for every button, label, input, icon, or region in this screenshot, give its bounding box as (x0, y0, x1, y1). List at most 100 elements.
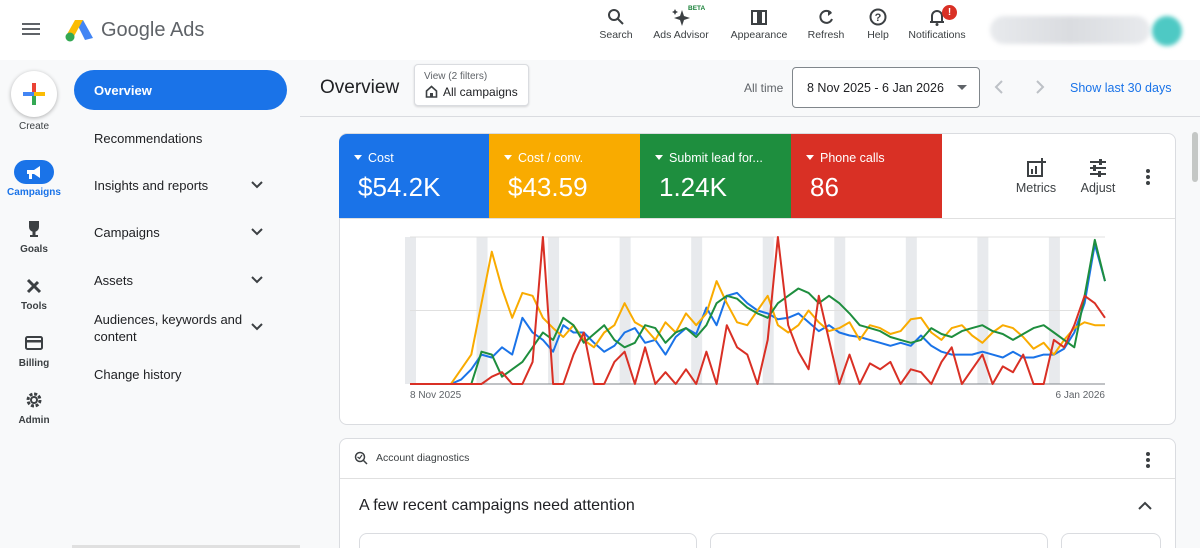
megaphone-icon (27, 166, 40, 179)
gear-icon (26, 392, 42, 408)
x-axis-end-label: 6 Jan 2026 (1056, 390, 1106, 401)
header-divider (300, 116, 1200, 117)
chevron-down-icon (251, 181, 263, 189)
view-filter-chip[interactable]: View (2 filters) All campaigns (414, 64, 529, 106)
metric-label: Phone calls (806, 151, 885, 165)
help-label: Help (867, 29, 889, 41)
nav-item-label: Recommendations (94, 131, 203, 146)
create-label: Create (18, 121, 49, 132)
nav-divider (72, 545, 300, 548)
metric-label: Cost (354, 151, 394, 165)
diagnostics-divider (340, 478, 1175, 479)
page-title: Overview (320, 77, 400, 98)
metric-label: Cost / conv. (504, 151, 583, 165)
account-selector[interactable] (990, 16, 1150, 44)
nav-item-label: Assets (94, 273, 134, 288)
top-bar: Google Ads Search BETA Ads Advisor Appea… (0, 0, 1200, 60)
side-nav: Overview Recommendations Insights and re… (74, 62, 300, 548)
nav-item-overview[interactable]: Overview (74, 70, 287, 110)
date-range-select[interactable]: 8 Nov 2025 - 6 Jan 2026 (792, 67, 980, 108)
rail-item-admin[interactable]: Admin (0, 388, 68, 426)
main-menu-icon[interactable] (22, 20, 46, 40)
nav-item-label: Change history (94, 367, 182, 382)
plus-icon (23, 83, 45, 105)
metric-value: 1.24K (659, 172, 727, 202)
home-icon (425, 85, 438, 98)
refresh-icon (819, 9, 833, 24)
rail-label: Billing (18, 358, 50, 369)
tools-icon (26, 278, 42, 294)
metric-tile-cost-per-conv[interactable]: Cost / conv. $43.59 (489, 134, 640, 218)
adjust-button-label: Adjust (1080, 181, 1116, 195)
series-line-submit-lead-for[interactable] (410, 238, 1106, 385)
more-options-icon[interactable] (1146, 169, 1150, 187)
diagnostics-search-icon (354, 451, 368, 465)
nav-item-label: Campaigns (94, 225, 160, 240)
rail-label: Tools (21, 301, 47, 312)
brand-name[interactable]: Google Ads (101, 19, 205, 41)
diagnostics-label: Account diagnostics (376, 452, 470, 464)
create-button[interactable] (11, 71, 57, 117)
bell-icon (930, 10, 944, 26)
date-range-label: All time (744, 81, 784, 95)
show-last-30-days-link[interactable]: Show last 30 days (1070, 81, 1172, 95)
notifications-button[interactable]: ! Notifications (897, 5, 977, 48)
nav-item-label: Audiences, keywords and content (94, 312, 243, 344)
chevron-down-icon (251, 276, 263, 284)
metric-tile-phone-calls[interactable]: Phone calls 86 (791, 134, 942, 218)
adjust-button[interactable]: Adjust (1076, 158, 1120, 195)
appearance-button[interactable]: Appearance (719, 8, 799, 48)
notifications-label: Notifications (908, 29, 966, 41)
metrics-button-label: Metrics (1015, 181, 1057, 195)
view-filter-label: View (2 filters) (424, 71, 488, 82)
add-chart-icon (1027, 158, 1046, 177)
chevron-left-icon[interactable] (991, 79, 1007, 95)
help-icon: ? (869, 8, 887, 26)
avatar[interactable] (1152, 16, 1182, 46)
series-line-cost-conv[interactable] (410, 250, 1105, 385)
diagnostics-card (339, 438, 1176, 548)
diagnostics-more-icon[interactable] (1146, 452, 1150, 470)
dropdown-arrow-icon (957, 85, 967, 90)
performance-chart: 8 Nov 2025 6 Jan 2026 (405, 236, 1106, 401)
campaign-attention-card[interactable] (1061, 533, 1161, 548)
metric-label: Submit lead for... (655, 151, 763, 165)
rail-item-goals[interactable]: Goals (0, 217, 68, 255)
series-line-phone-calls[interactable] (410, 236, 1106, 385)
nav-item-audiences-keywords-content[interactable]: Audiences, keywords and content (74, 311, 286, 347)
search-icon (608, 9, 624, 25)
page-scrollbar[interactable] (1192, 132, 1198, 182)
diagnostics-headline: A few recent campaigns need attention (359, 497, 635, 514)
chevron-up-icon[interactable] (1137, 500, 1153, 512)
rail-label: Admin (18, 415, 50, 426)
metrics-button[interactable]: Metrics (1012, 158, 1060, 195)
chevron-down-icon (251, 228, 263, 236)
refresh-label: Refresh (807, 29, 845, 41)
chevron-right-icon[interactable] (1032, 79, 1048, 95)
metric-tile-cost[interactable]: Cost $54.2K (339, 134, 489, 218)
credit-card-icon (25, 336, 43, 350)
google-ads-logo-icon (65, 20, 93, 42)
campaign-attention-card[interactable] (359, 533, 697, 548)
svg-text:?: ? (875, 12, 882, 24)
metric-value: $43.59 (508, 172, 588, 202)
rail-item-billing[interactable]: Billing (0, 331, 68, 369)
search-button[interactable]: Search (576, 8, 656, 48)
metric-tile-submit-lead[interactable]: Submit lead for... 1.24K (640, 134, 791, 218)
rail-item-campaigns[interactable]: Campaigns (0, 160, 68, 198)
rail-label: Campaigns (7, 187, 61, 198)
view-filter-value: All campaigns (443, 85, 518, 99)
notification-badge: ! (942, 5, 957, 20)
metric-value: $54.2K (358, 172, 441, 202)
x-axis-start-label: 8 Nov 2025 (410, 390, 462, 401)
refresh-button[interactable]: Refresh (786, 8, 866, 48)
help-button[interactable]: ? Help (838, 8, 918, 48)
trophy-icon (29, 221, 39, 237)
date-range-value: 8 Nov 2025 - 6 Jan 2026 (807, 81, 944, 95)
rail-item-tools[interactable]: Tools (0, 274, 68, 312)
rail-label: Goals (20, 244, 48, 255)
appearance-icon (751, 10, 767, 25)
nav-item-label: Insights and reports (94, 178, 209, 193)
campaign-attention-card[interactable] (710, 533, 1048, 548)
ads-advisor-button[interactable]: BETA Ads Advisor (641, 5, 721, 48)
